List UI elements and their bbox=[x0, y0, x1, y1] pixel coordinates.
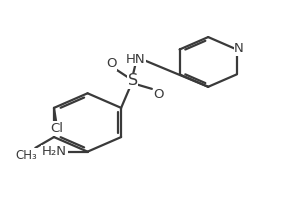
Text: N: N bbox=[234, 42, 244, 55]
Text: CH₃: CH₃ bbox=[16, 148, 38, 162]
Text: HN: HN bbox=[126, 53, 145, 66]
Text: S: S bbox=[128, 73, 138, 88]
Text: H₂N: H₂N bbox=[42, 145, 67, 158]
Text: O: O bbox=[153, 88, 164, 101]
Text: Cl: Cl bbox=[50, 122, 63, 135]
Text: O: O bbox=[106, 57, 116, 71]
